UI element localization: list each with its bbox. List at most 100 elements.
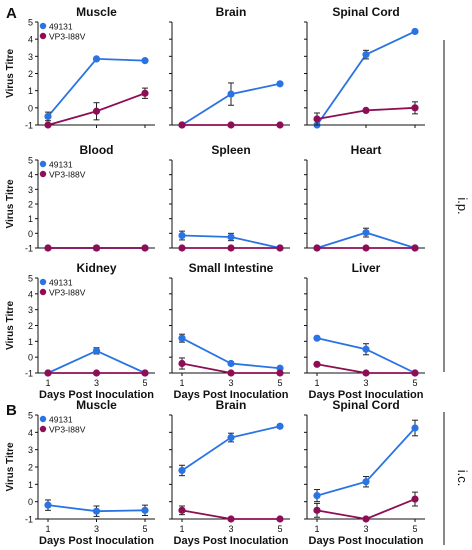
x-axis-label: Days Post Inoculation bbox=[39, 535, 154, 547]
x-tick-label: 3 bbox=[94, 524, 99, 534]
legend-label: 49131 bbox=[49, 278, 73, 288]
data-point bbox=[44, 244, 52, 252]
data-point bbox=[227, 233, 235, 241]
data-point bbox=[141, 506, 149, 514]
y-tick-label: 1 bbox=[28, 86, 33, 96]
legend-label: VP3-I88V bbox=[49, 425, 86, 435]
panel-label-b: B bbox=[6, 402, 17, 419]
route-label-ic: i.c. bbox=[455, 470, 470, 487]
chart-title: Brain bbox=[216, 5, 247, 19]
data-point bbox=[313, 360, 321, 368]
data-point bbox=[44, 112, 52, 121]
x-tick-label: 3 bbox=[363, 378, 368, 388]
x-tick-label: 3 bbox=[363, 524, 368, 534]
data-point bbox=[362, 244, 370, 252]
data-point bbox=[178, 466, 186, 475]
data-point bbox=[276, 121, 284, 129]
chart-title: Spinal Cord bbox=[332, 5, 399, 19]
data-point bbox=[92, 347, 101, 355]
data-point bbox=[411, 495, 419, 503]
chart-title: Spleen bbox=[211, 143, 250, 157]
data-point bbox=[227, 369, 235, 377]
data-point bbox=[313, 244, 321, 252]
y-tick-label: 1 bbox=[28, 214, 33, 224]
legend-marker bbox=[39, 425, 47, 433]
chart-title: Muscle bbox=[76, 398, 117, 412]
chart-panel-4: Spleen bbox=[169, 143, 290, 252]
y-tick-label: 2 bbox=[28, 463, 33, 473]
data-point bbox=[178, 244, 186, 252]
data-point bbox=[276, 80, 284, 88]
data-point bbox=[44, 369, 52, 377]
data-point bbox=[227, 433, 235, 442]
data-point bbox=[141, 57, 149, 65]
chart-title: Heart bbox=[351, 143, 382, 157]
x-axis-label: Days Post Inoculation bbox=[309, 535, 424, 547]
data-point bbox=[178, 506, 186, 514]
y-tick-label: 3 bbox=[28, 305, 33, 315]
y-tick-label: -1 bbox=[25, 121, 33, 131]
data-point bbox=[362, 51, 370, 59]
chart-panel-1: Brain bbox=[169, 5, 290, 129]
y-tick-label: 4 bbox=[28, 35, 33, 45]
data-point bbox=[227, 359, 235, 368]
y-tick-label: 5 bbox=[28, 156, 33, 166]
data-point bbox=[276, 515, 284, 523]
x-tick-label: 5 bbox=[412, 524, 417, 534]
data-point bbox=[362, 106, 370, 115]
data-point bbox=[44, 501, 52, 509]
data-point bbox=[313, 334, 321, 342]
legend-marker bbox=[39, 32, 47, 40]
x-tick-label: 5 bbox=[277, 524, 282, 534]
y-tick-label: 5 bbox=[28, 274, 33, 284]
y-axis-label: Virus Titre bbox=[5, 301, 16, 351]
data-point bbox=[411, 104, 419, 112]
x-tick-label: 5 bbox=[142, 524, 147, 534]
data-point bbox=[141, 244, 149, 252]
legend-label: VP3-I88V bbox=[49, 170, 86, 180]
legend-marker bbox=[39, 415, 47, 423]
x-axis-label: Days Post Inoculation bbox=[174, 389, 289, 401]
y-tick-label: 1 bbox=[28, 480, 33, 490]
y-tick-label: -1 bbox=[25, 369, 33, 379]
data-point bbox=[362, 369, 370, 377]
y-tick-label: 2 bbox=[28, 69, 33, 79]
y-tick-label: 5 bbox=[28, 411, 33, 421]
data-point bbox=[178, 359, 186, 368]
y-tick-label: -1 bbox=[25, 244, 33, 254]
y-tick-label: 5 bbox=[28, 18, 33, 28]
data-point bbox=[411, 424, 419, 432]
chart-title: Muscle bbox=[76, 5, 117, 19]
y-tick-label: 4 bbox=[28, 428, 33, 438]
data-point bbox=[92, 369, 101, 377]
legend-label: 49131 bbox=[49, 160, 73, 170]
chart-title: Liver bbox=[352, 261, 381, 275]
data-point bbox=[92, 55, 101, 63]
x-tick-label: 3 bbox=[228, 378, 233, 388]
y-tick-label: 0 bbox=[28, 229, 33, 239]
x-tick-label: 3 bbox=[94, 378, 99, 388]
chart-title: Spinal Cord bbox=[332, 398, 399, 412]
data-point bbox=[227, 121, 235, 129]
chart-panel-2: Spinal Cord bbox=[304, 5, 425, 129]
y-tick-label: 0 bbox=[28, 353, 33, 363]
y-tick-label: 3 bbox=[28, 52, 33, 62]
chart-title: Small Intestine bbox=[189, 261, 274, 275]
legend-marker bbox=[39, 160, 47, 168]
data-point bbox=[92, 244, 101, 252]
data-point bbox=[313, 506, 321, 514]
data-point bbox=[92, 507, 101, 515]
data-point bbox=[276, 422, 284, 430]
x-tick-label: 3 bbox=[228, 524, 233, 534]
y-axis-label: Virus Titre bbox=[5, 442, 16, 492]
legend-label: 49131 bbox=[49, 415, 73, 425]
data-point bbox=[411, 369, 419, 377]
data-point bbox=[276, 369, 284, 377]
